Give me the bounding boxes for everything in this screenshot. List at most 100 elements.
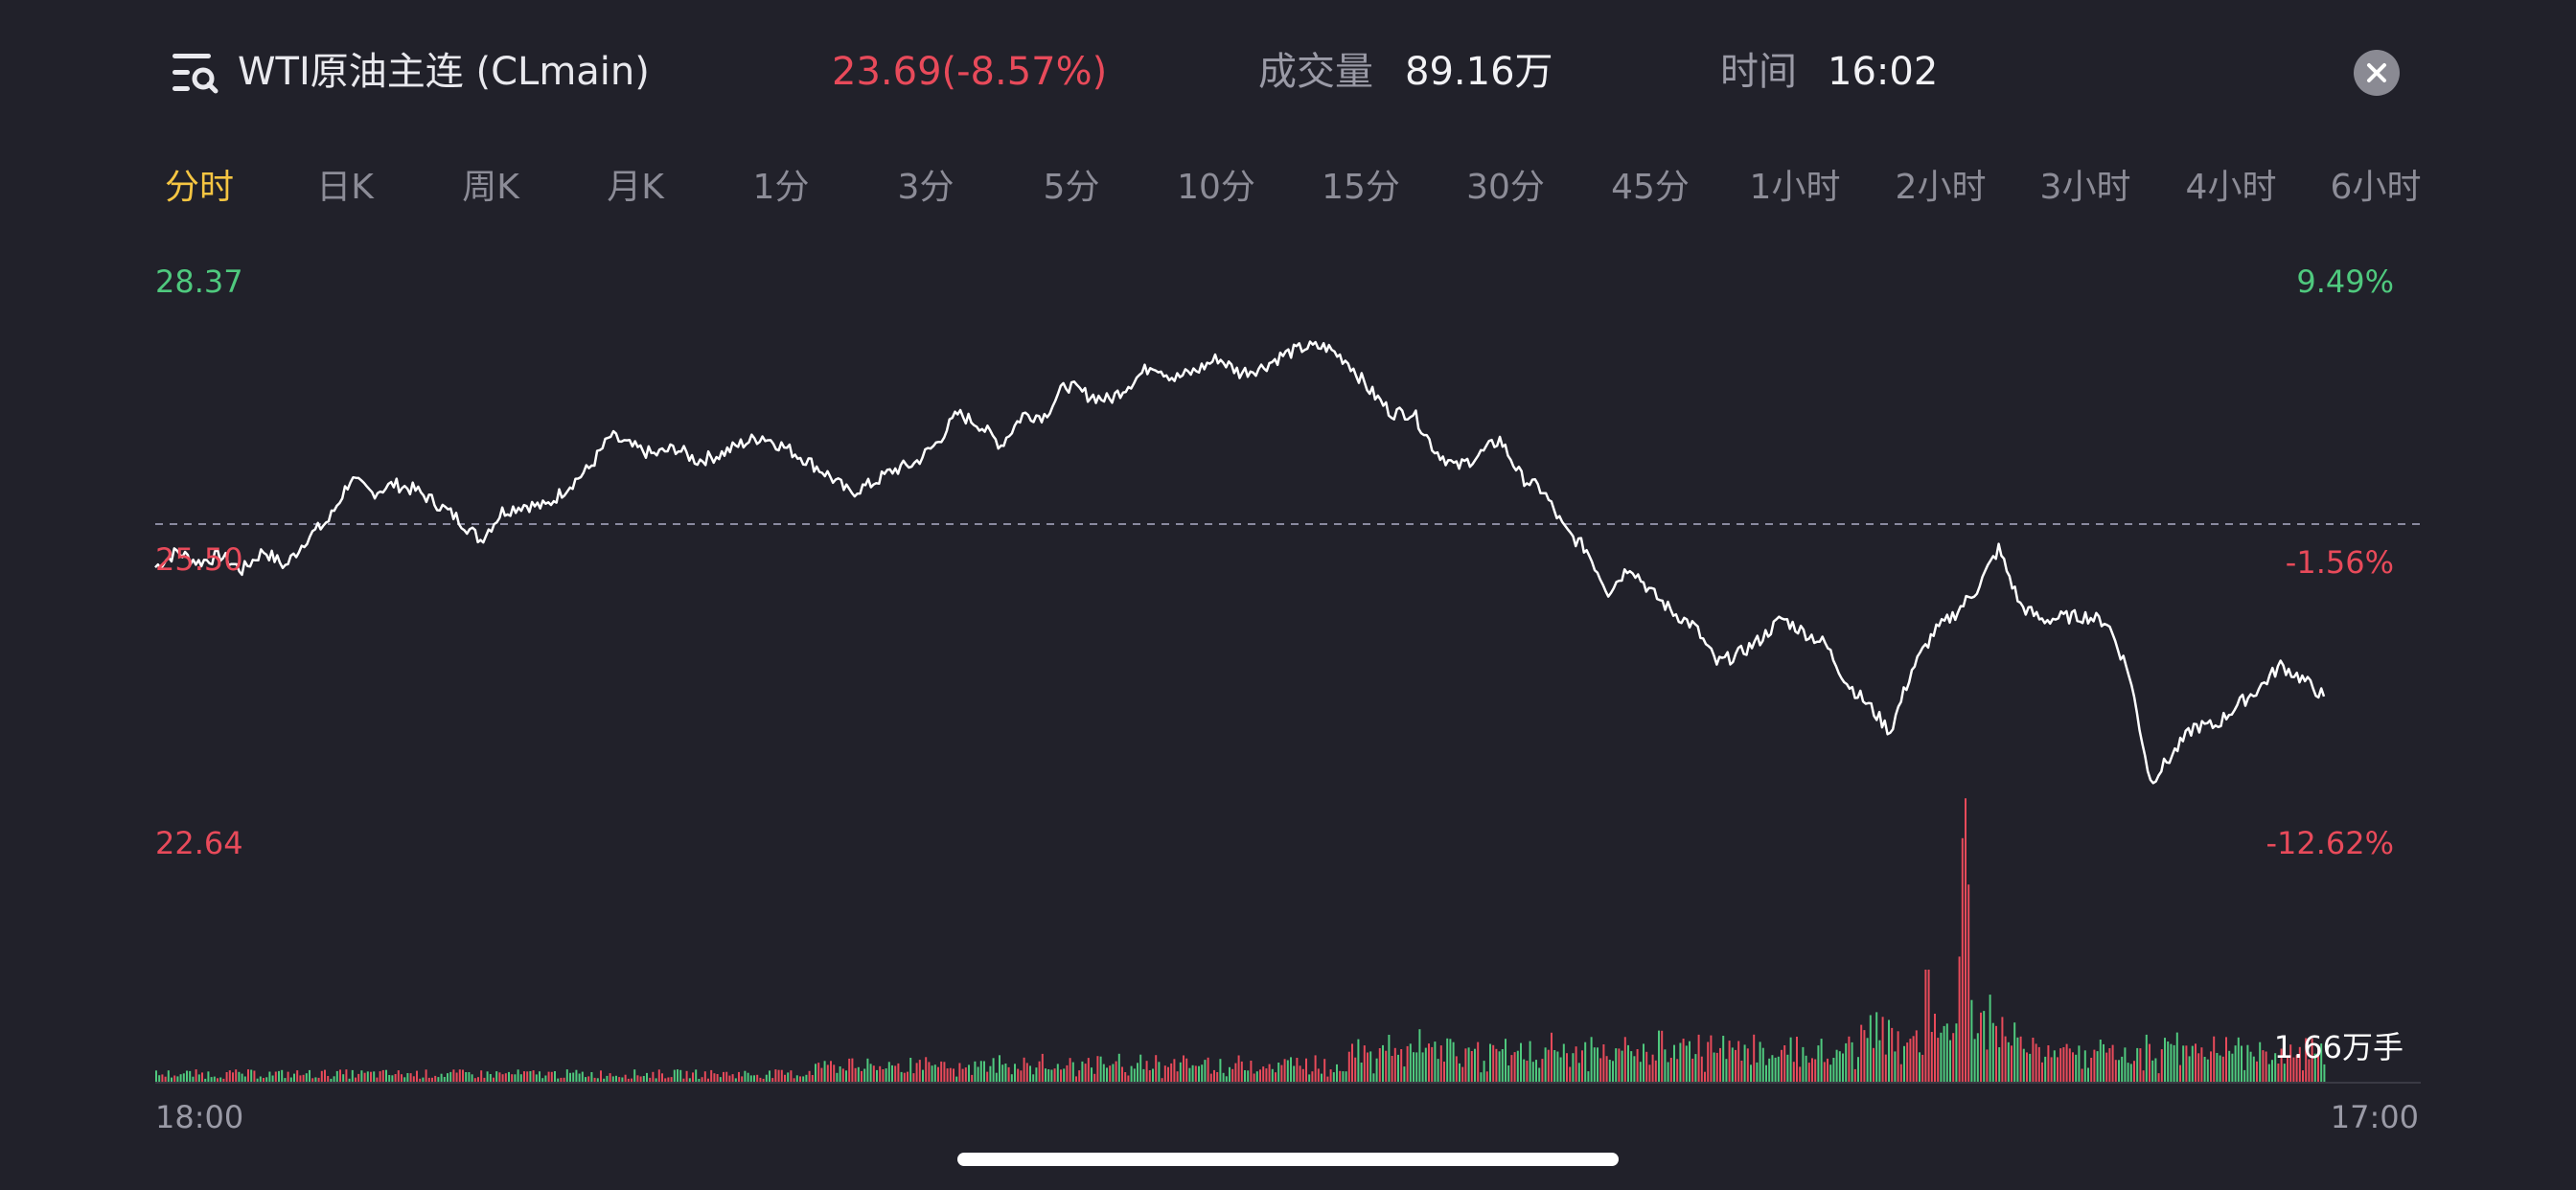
volume-bar [447, 1073, 448, 1083]
volume-bar [1645, 1051, 1648, 1083]
tab-5[interactable]: 3分 [897, 168, 954, 207]
tab-6[interactable]: 5分 [1043, 168, 1100, 207]
volume-bar [1045, 1068, 1046, 1083]
volume-bar [918, 1060, 921, 1083]
volume-bar [1697, 1034, 1700, 1083]
volume-bar [861, 1070, 862, 1083]
volume-bar [2050, 1057, 2053, 1083]
volume-bar [2200, 1047, 2203, 1083]
volume-bar [1715, 1052, 1718, 1083]
volume-bar [703, 1071, 706, 1083]
volume-bar [2004, 1036, 2007, 1083]
volume-bar [455, 1072, 458, 1083]
volume-bar [1185, 1058, 1188, 1083]
volume-bar [1575, 1046, 1577, 1083]
volume-bar [1265, 1068, 1268, 1083]
tab-4[interactable]: 1分 [752, 168, 810, 207]
volume-bar [769, 1070, 770, 1083]
volume-bar [1201, 1064, 1204, 1083]
volume-bar [1713, 1052, 1715, 1083]
volume-bar [335, 1070, 338, 1083]
volume-bar [1470, 1051, 1473, 1083]
volume-bar [649, 1077, 652, 1083]
volume-bar [1293, 1065, 1296, 1083]
volume-bar [925, 1057, 928, 1083]
volume-bar [1980, 1012, 1982, 1083]
volume-bar [1492, 1044, 1495, 1083]
volume-bar [1299, 1065, 1301, 1083]
volume-bar [1915, 1030, 1918, 1083]
volume-bar [1740, 1061, 1743, 1083]
volume-bar [882, 1069, 885, 1083]
volume-bar [1096, 1056, 1099, 1083]
volume-bar [1332, 1072, 1335, 1083]
volume-bar [682, 1078, 685, 1083]
volume-bar [1474, 1048, 1476, 1083]
volume-bar [1367, 1052, 1368, 1083]
volume-bar [971, 1074, 974, 1083]
volume-bar [1970, 999, 1973, 1083]
volume-bar [1829, 1064, 1832, 1083]
volume-bar [2252, 1056, 2255, 1083]
tab-11[interactable]: 1小时 [1749, 168, 1841, 207]
volume-bar [2311, 1038, 2313, 1083]
tab-10[interactable]: 45分 [1611, 168, 1690, 207]
volume-bar [1375, 1058, 1378, 1083]
tab-13[interactable]: 3小时 [2039, 168, 2131, 207]
tab-3[interactable]: 月K [607, 168, 664, 207]
volume-bar [287, 1071, 289, 1083]
tab-9[interactable]: 30分 [1466, 168, 1545, 207]
tab-8[interactable]: 15分 [1322, 168, 1400, 207]
volume-bar [2103, 1043, 2104, 1083]
volume-bar [271, 1075, 274, 1083]
volume-bar [1268, 1064, 1271, 1083]
instrument-name[interactable]: WTI原油主连 (CLmain) [238, 50, 650, 94]
volume-bar [1017, 1068, 1020, 1083]
volume-bar [753, 1075, 755, 1083]
volume-bar [1391, 1056, 1393, 1083]
volume-bar [2090, 1058, 2093, 1083]
volume-bar [572, 1072, 575, 1083]
period-tabs: 分时 日K 周K 月K 1分 3分 5分 10分 15分 30分 45分 1小时 2小时 3小时 4小时 6小… [0, 161, 2576, 215]
volume-bar [1495, 1048, 1498, 1083]
home-indicator[interactable] [957, 1153, 1619, 1166]
volume-bar [624, 1074, 627, 1083]
volume-bar [922, 1069, 924, 1083]
volume-bar [765, 1074, 768, 1083]
volume-bar [1393, 1047, 1396, 1083]
volume-bar [388, 1075, 391, 1083]
volume-bar [1121, 1066, 1123, 1083]
volume-bar [979, 1061, 982, 1083]
tab-1[interactable]: 日K [316, 168, 374, 207]
volume-bar [1124, 1072, 1127, 1083]
volume-bar [1428, 1043, 1430, 1083]
volume-bar [161, 1074, 164, 1083]
volume-bar [1597, 1047, 1598, 1083]
volume-bar [1501, 1049, 1504, 1083]
menu-search-icon[interactable] [171, 48, 220, 98]
volume-bar [744, 1070, 747, 1083]
volume-bar [1940, 1032, 1943, 1083]
volume-bar [1209, 1073, 1212, 1083]
close-button[interactable] [2354, 50, 2400, 96]
tab-0[interactable]: 分时 [164, 168, 235, 207]
tab-2[interactable]: 周K [462, 168, 519, 207]
tab-14[interactable]: 4小时 [2185, 168, 2277, 207]
volume-bar [1259, 1069, 1261, 1083]
volume-bar [1566, 1053, 1568, 1083]
volume-bar [1452, 1041, 1455, 1083]
tab-7[interactable]: 10分 [1177, 168, 1255, 207]
volume-bar [780, 1069, 783, 1083]
volume-bar [1875, 1012, 1878, 1083]
volume-bar [563, 1077, 565, 1083]
volume-bar [845, 1070, 847, 1083]
volume-bar [2259, 1041, 2262, 1083]
tab-15[interactable]: 6小时 [2330, 168, 2422, 207]
volume-bar [560, 1077, 563, 1083]
volume-bar [2298, 1046, 2301, 1083]
tab-12[interactable]: 2小时 [1895, 168, 1987, 207]
volume-bar [1102, 1064, 1105, 1083]
volume-bar [1811, 1058, 1813, 1083]
volume-bar [1345, 1071, 1347, 1083]
volume-bar [1615, 1048, 1618, 1083]
